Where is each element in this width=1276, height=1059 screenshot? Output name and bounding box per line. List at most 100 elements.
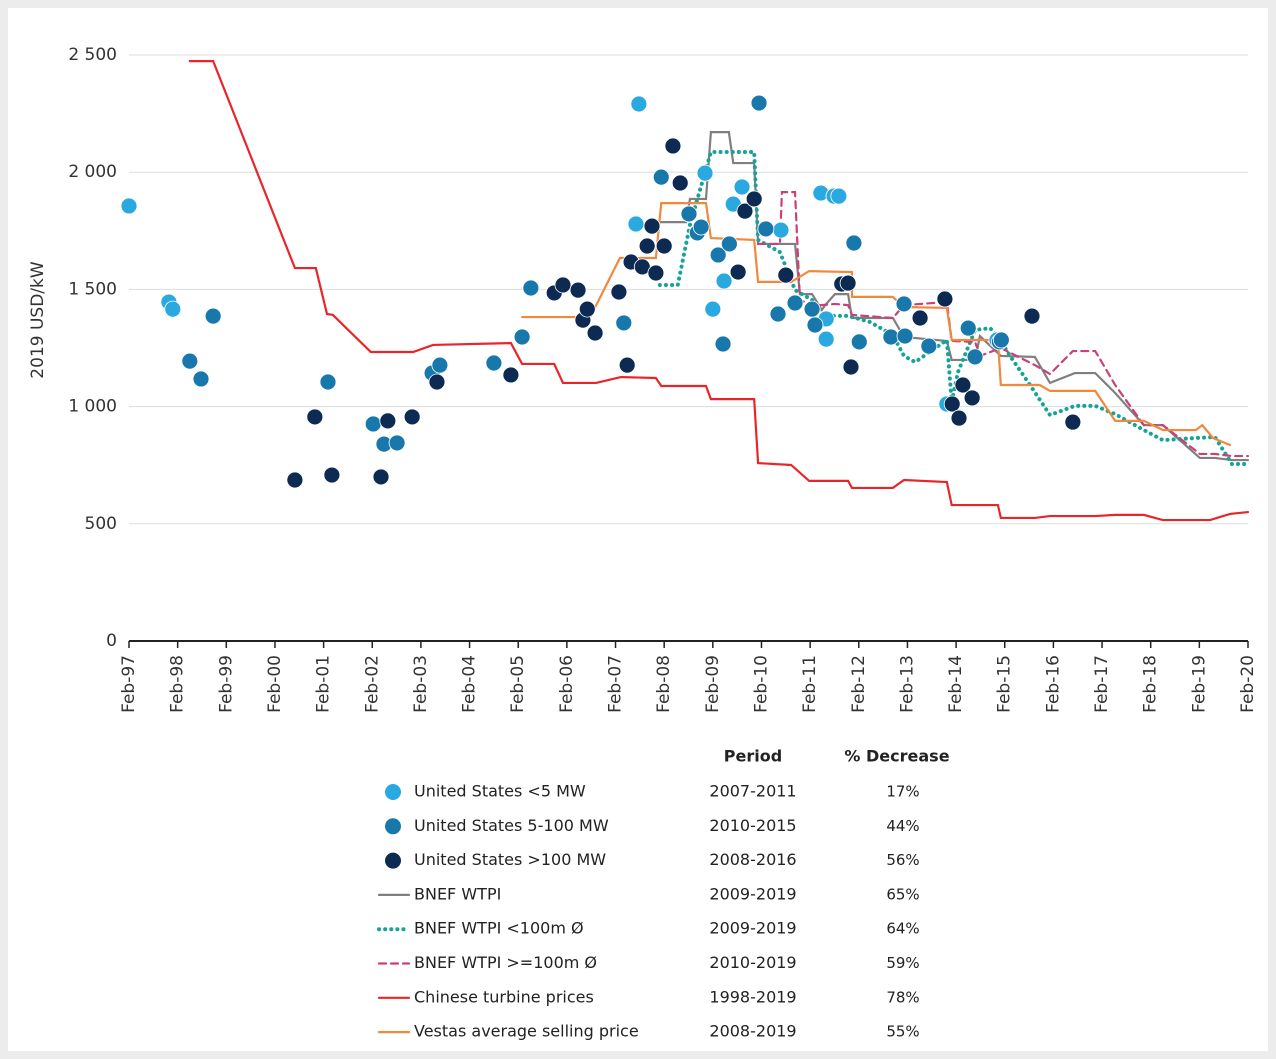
point: [992, 331, 1010, 349]
point: [181, 352, 199, 370]
point: [652, 168, 670, 186]
legend-label: BNEF WTPI >=100m Ø: [414, 953, 597, 972]
point: [777, 266, 795, 284]
point: [192, 370, 210, 388]
legend-decrease: 44%: [886, 817, 919, 835]
y-tick-label: 2 500: [68, 45, 117, 65]
point: [911, 309, 929, 327]
point: [729, 263, 747, 281]
point: [578, 300, 596, 318]
point: [936, 290, 954, 308]
point: [120, 197, 138, 215]
x-tick-label: Feb-00: [265, 655, 285, 713]
legend-header: Period: [724, 747, 782, 766]
point: [204, 307, 222, 325]
point: [943, 395, 961, 413]
point: [882, 328, 900, 346]
point: [630, 95, 648, 113]
x-tick-label: Feb-07: [606, 655, 626, 713]
point: [720, 235, 738, 253]
point: [1064, 413, 1082, 431]
point: [647, 264, 665, 282]
legend-label: BNEF WTPI <100m Ø: [414, 919, 584, 938]
legend-label: United States 5-100 MW: [414, 816, 609, 835]
point: [733, 178, 751, 196]
x-tick-label: Feb-16: [1043, 655, 1063, 713]
point: [306, 408, 324, 426]
point: [286, 471, 304, 489]
legend-decrease: 78%: [886, 988, 919, 1006]
legend-decrease: 17%: [886, 783, 919, 801]
point: [959, 319, 977, 337]
point: [680, 205, 698, 223]
point: [643, 217, 661, 235]
point: [845, 234, 863, 252]
legend-marker: [385, 852, 401, 869]
point: [627, 215, 645, 233]
point: [786, 294, 804, 312]
point: [319, 373, 337, 391]
point: [610, 283, 628, 301]
legend-label: United States >100 MW: [414, 850, 606, 869]
point: [364, 415, 382, 433]
point: [920, 337, 938, 355]
x-tick-label: Feb-13: [897, 655, 917, 713]
legend-decrease: 64%: [886, 920, 919, 938]
point: [554, 276, 572, 294]
legend-period: 2008-2016: [709, 850, 796, 869]
point: [954, 376, 972, 394]
point: [839, 274, 857, 292]
point: [714, 335, 732, 353]
point: [830, 187, 848, 205]
point: [372, 468, 390, 486]
legend-marker: [385, 818, 401, 835]
legend-label: United States <5 MW: [414, 782, 586, 801]
x-tick-label: Feb-14: [946, 655, 966, 713]
point: [745, 190, 763, 208]
point: [522, 279, 540, 297]
point: [403, 408, 421, 426]
legend-header: % Decrease: [844, 747, 949, 766]
y-tick-label: 0: [106, 631, 117, 651]
point: [963, 389, 981, 407]
point: [388, 434, 406, 452]
point: [485, 354, 503, 372]
point: [966, 348, 984, 366]
point: [895, 295, 913, 313]
legend-label: Vestas average selling price: [414, 1022, 639, 1041]
point: [704, 300, 722, 318]
x-tick-label: Feb-17: [1092, 655, 1112, 713]
x-tick-label: Feb-03: [411, 655, 431, 713]
legend-decrease: 65%: [886, 885, 919, 903]
point: [638, 237, 656, 255]
y-tick-label: 1 000: [68, 397, 117, 417]
x-tick-label: Feb-15: [995, 655, 1015, 713]
legend-label: BNEF WTPI: [414, 884, 501, 903]
legend-period: 1998-2019: [709, 987, 796, 1006]
x-tick-label: Feb-08: [654, 655, 674, 713]
legend-label: Chinese turbine prices: [414, 987, 594, 1006]
point: [428, 373, 446, 391]
point: [431, 356, 449, 374]
line-series: [188, 59, 1250, 522]
point: [1023, 307, 1041, 325]
point: [769, 305, 787, 323]
legend-marker: [385, 784, 401, 800]
point: [750, 94, 768, 112]
point: [842, 358, 860, 376]
x-tick-label: Feb-18: [1141, 655, 1161, 713]
point: [850, 333, 868, 351]
point: [709, 246, 727, 264]
point: [513, 328, 531, 346]
x-tick-label: Feb-12: [849, 655, 869, 713]
x-tick-label: Feb-02: [362, 655, 382, 713]
x-tick-label: Feb-01: [314, 655, 334, 713]
y-tick-label: 1 500: [68, 279, 117, 299]
point: [696, 164, 714, 182]
point: [692, 218, 710, 236]
x-tick-label: Feb-19: [1189, 655, 1209, 713]
point: [164, 300, 182, 318]
point: [569, 281, 587, 299]
x-tick-label: Feb-09: [703, 655, 723, 713]
